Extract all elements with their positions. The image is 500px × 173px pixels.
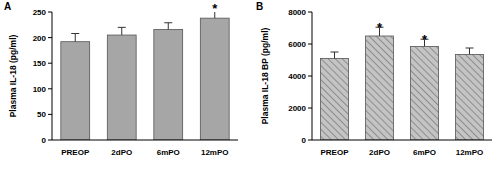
bar (107, 35, 136, 140)
bar-background (456, 54, 484, 140)
y-tick-label: 0 (302, 136, 307, 145)
bar (366, 36, 394, 140)
x-tick-label: 6mPO (157, 148, 180, 157)
y-axis-label: Plasma IL-18 BP (pg/ml) (260, 27, 270, 124)
x-axis (52, 140, 238, 141)
y-axis-label: Plasma IL-18 (pg/ml) (8, 35, 18, 118)
error-cap (331, 52, 339, 53)
bar (456, 54, 484, 140)
error-line (75, 34, 76, 42)
y-tick-label: 8000 (288, 8, 306, 17)
significance-marker: * (377, 20, 383, 35)
bar (321, 58, 349, 140)
panel: A Plasma IL-18 (pg/ml) PREOP 2dPO 6mPO 12mPO 0… (4, 1, 238, 157)
significance-marker: * (422, 32, 428, 47)
x-tick-label: 12mPO (201, 148, 229, 157)
bar-background (411, 46, 439, 140)
error-bar (118, 27, 126, 35)
y-tick (308, 44, 312, 45)
y-tick-label: 150 (33, 59, 47, 68)
x-tick-label: 2dPO (369, 148, 390, 157)
error-bar (71, 34, 79, 42)
error-bar (466, 48, 474, 54)
x-tick-label: 12mPO (456, 148, 484, 157)
error-line (121, 27, 122, 35)
x-tick-label: PREOP (320, 148, 349, 157)
bar (61, 42, 90, 140)
y-tick (48, 140, 52, 141)
error-line (168, 23, 169, 30)
panel-label: B (256, 1, 263, 12)
y-tick (48, 63, 52, 64)
x-tick-label: PREOP (61, 148, 90, 157)
y-tick-label: 200 (33, 34, 47, 43)
error-line (469, 48, 470, 54)
panel-label: A (4, 1, 11, 12)
error-cap (466, 48, 474, 49)
figure: A Plasma IL-18 (pg/ml) PREOP 2dPO 6mPO 12mPO 0… (0, 0, 500, 173)
y-tick-label: 100 (33, 85, 47, 94)
y-tick (48, 88, 52, 89)
y-tick-label: 250 (33, 8, 47, 17)
x-tick-label: 6mPO (413, 148, 436, 157)
error-cap (71, 33, 79, 34)
error-bar (331, 52, 339, 58)
y-tick-label: 50 (37, 110, 46, 119)
y-tick (48, 12, 52, 13)
error-line (334, 52, 335, 58)
bars (61, 12, 229, 140)
y-tick-label: 0 (42, 136, 47, 145)
bar (154, 29, 183, 140)
y-tick-label: 2000 (288, 104, 306, 113)
bars (321, 27, 484, 140)
x-axis (312, 140, 492, 141)
significance-marker: * (212, 1, 218, 16)
bar (200, 18, 229, 140)
y-tick-label: 6000 (288, 40, 306, 49)
bar-background (366, 36, 394, 140)
y-tick-label: 4000 (288, 72, 306, 81)
y-tick (308, 140, 312, 141)
panel: B Plasma IL-18 BP (pg/ml) PREOP 2dPO 6mPO 12m… (256, 1, 492, 157)
y-tick (48, 37, 52, 38)
bar (411, 46, 439, 140)
x-tick-label: 2dPO (111, 148, 132, 157)
y-tick (48, 114, 52, 115)
y-tick (308, 12, 312, 13)
error-cap (118, 27, 126, 28)
y-axis (52, 12, 53, 140)
bar-background (321, 58, 349, 140)
y-tick (308, 76, 312, 77)
error-bar (164, 23, 172, 30)
error-cap (164, 22, 172, 23)
y-tick (308, 108, 312, 109)
